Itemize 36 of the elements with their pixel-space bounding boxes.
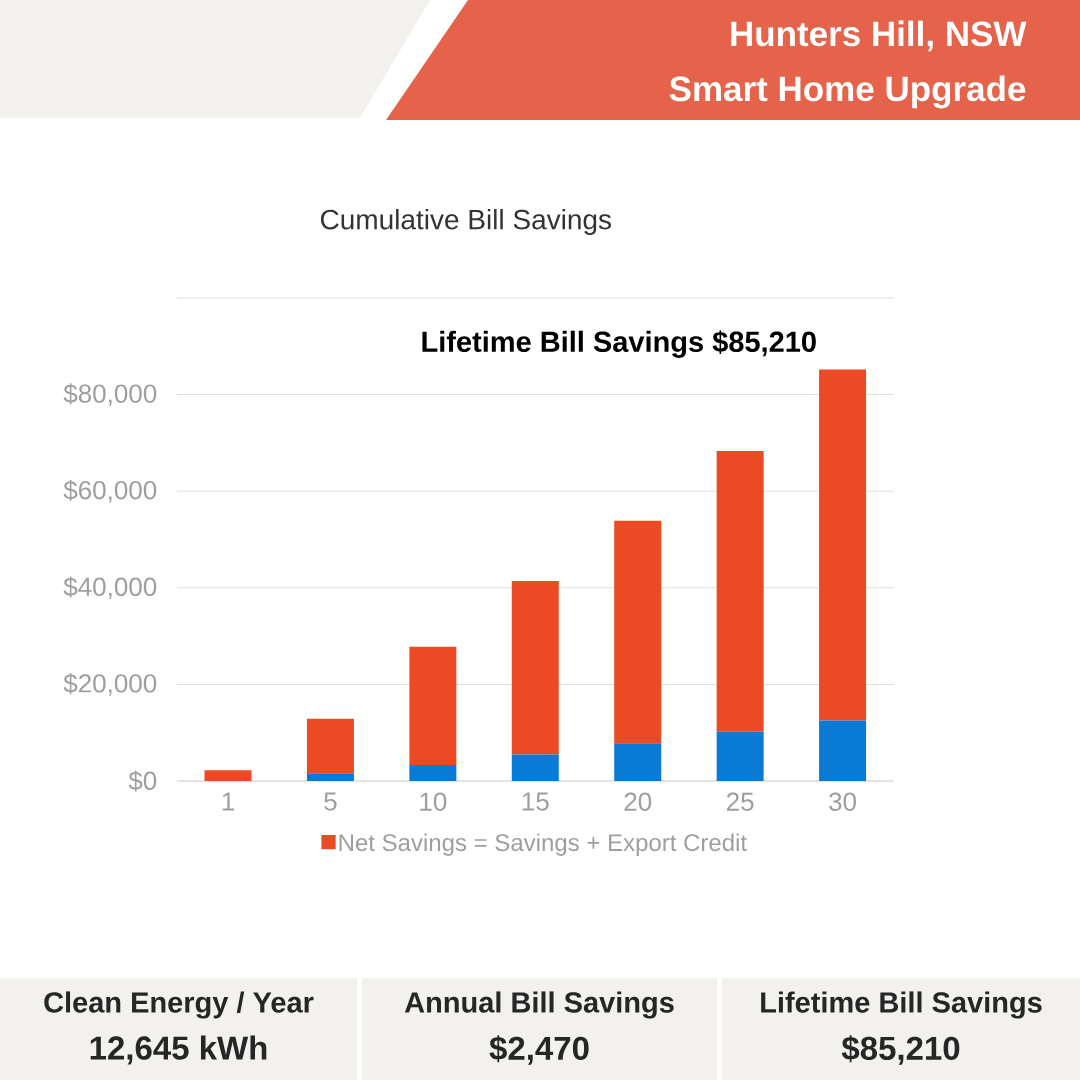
bar: [819, 369, 867, 721]
x-tick-label: 5: [324, 792, 337, 811]
text: Hunters Hill, NSW: [731, 20, 1027, 52]
bar: [716, 451, 764, 732]
annotation: Lifetime Bill Savings $85,210: [422, 330, 816, 358]
bar: [204, 770, 252, 781]
bar: [306, 718, 354, 774]
x-tick-label: 10: [420, 792, 447, 811]
bar: [819, 720, 867, 781]
text: Lifetime Bill Savings: [761, 991, 1042, 1019]
x-tick-label: 30: [829, 792, 857, 811]
text: 12,645 kWh: [90, 1035, 267, 1065]
x-tick-label: 25: [726, 792, 754, 811]
text: Clean Energy / Year: [44, 991, 314, 1019]
y-tick-label: $0: [128, 770, 157, 792]
bar: [716, 731, 764, 781]
legend-label: Net Savings = Savings + Export Credit: [339, 833, 747, 856]
chart-title: Cumulative Bill Savings: [320, 208, 612, 236]
bar: [614, 743, 662, 781]
y-tick-label: $60,000: [63, 479, 157, 503]
y-tick-label: $20,000: [63, 673, 157, 696]
bar: [306, 773, 354, 781]
x-tick-label: 20: [624, 792, 652, 811]
text: $2,470: [489, 1035, 589, 1065]
bar: [409, 646, 457, 766]
bar: [511, 581, 559, 755]
text: $85,210: [841, 1035, 960, 1065]
text: Annual Bill Savings: [404, 991, 674, 1019]
bar: [409, 765, 457, 781]
x-tick-label: 1: [222, 792, 234, 811]
bar: [511, 754, 559, 781]
y-tick-label: $40,000: [63, 576, 157, 600]
y-tick-label: $80,000: [63, 383, 157, 406]
bar: [614, 520, 662, 744]
text: Smart Home Upgrade: [669, 75, 1026, 109]
x-tick-label: 15: [522, 792, 549, 811]
